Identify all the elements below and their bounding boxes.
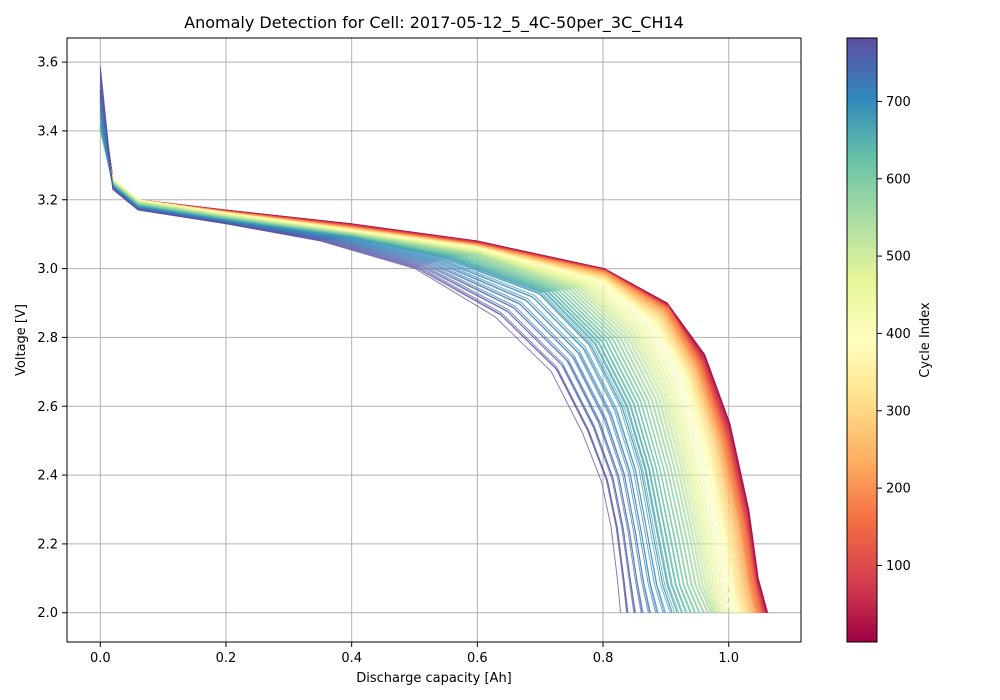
colorbar-tick-label: 700 [886,95,911,110]
y-tick-label: 2.6 [37,400,58,415]
y-tick-label: 3.4 [37,124,58,139]
x-axis-label: Discharge capacity [Ah] [356,671,512,686]
colorbar [846,37,878,643]
x-tick-label: 0.0 [90,651,111,666]
y-axis-label: Voltage [V] [14,304,29,376]
x-tick-label: 1.0 [718,651,739,666]
y-tick-label: 3.6 [37,56,58,71]
cycle-curve [99,66,622,613]
y-tick-label: 3.0 [37,262,58,277]
y-tick-label: 2.0 [37,606,58,621]
colorbar-tick-label: 300 [886,404,911,419]
colorbar-tick-label: 100 [886,559,911,574]
cycle-curves [99,66,769,613]
x-tick-label: 0.4 [341,651,362,666]
colorbar-ticks: 100 200 300 400 500 600 700 [877,95,911,574]
x-tick-label: 0.8 [593,651,614,666]
x-tick-label: 0.2 [216,651,237,666]
x-axis: 0.0 0.2 0.4 0.6 0.8 1.0 [90,642,739,666]
plot-frame [66,37,802,643]
colorbar-tick-label: 400 [886,327,911,342]
colorbar-tick-label: 200 [886,482,911,497]
y-tick-label: 2.2 [37,537,58,552]
y-tick-label: 3.2 [37,193,58,208]
y-tick-label: 2.4 [37,469,58,484]
y-axis: 2.0 2.2 2.4 2.6 2.8 3.0 3.2 3.4 3.6 [37,56,67,621]
x-tick-label: 0.6 [467,651,488,666]
colorbar-tick-label: 500 [886,250,911,265]
chart-title: Anomaly Detection for Cell: 2017-05-12_5… [184,13,684,33]
y-tick-label: 2.8 [37,331,58,346]
colorbar-tick-label: 600 [886,172,911,187]
colorbar-label: Cycle Index [918,302,933,378]
